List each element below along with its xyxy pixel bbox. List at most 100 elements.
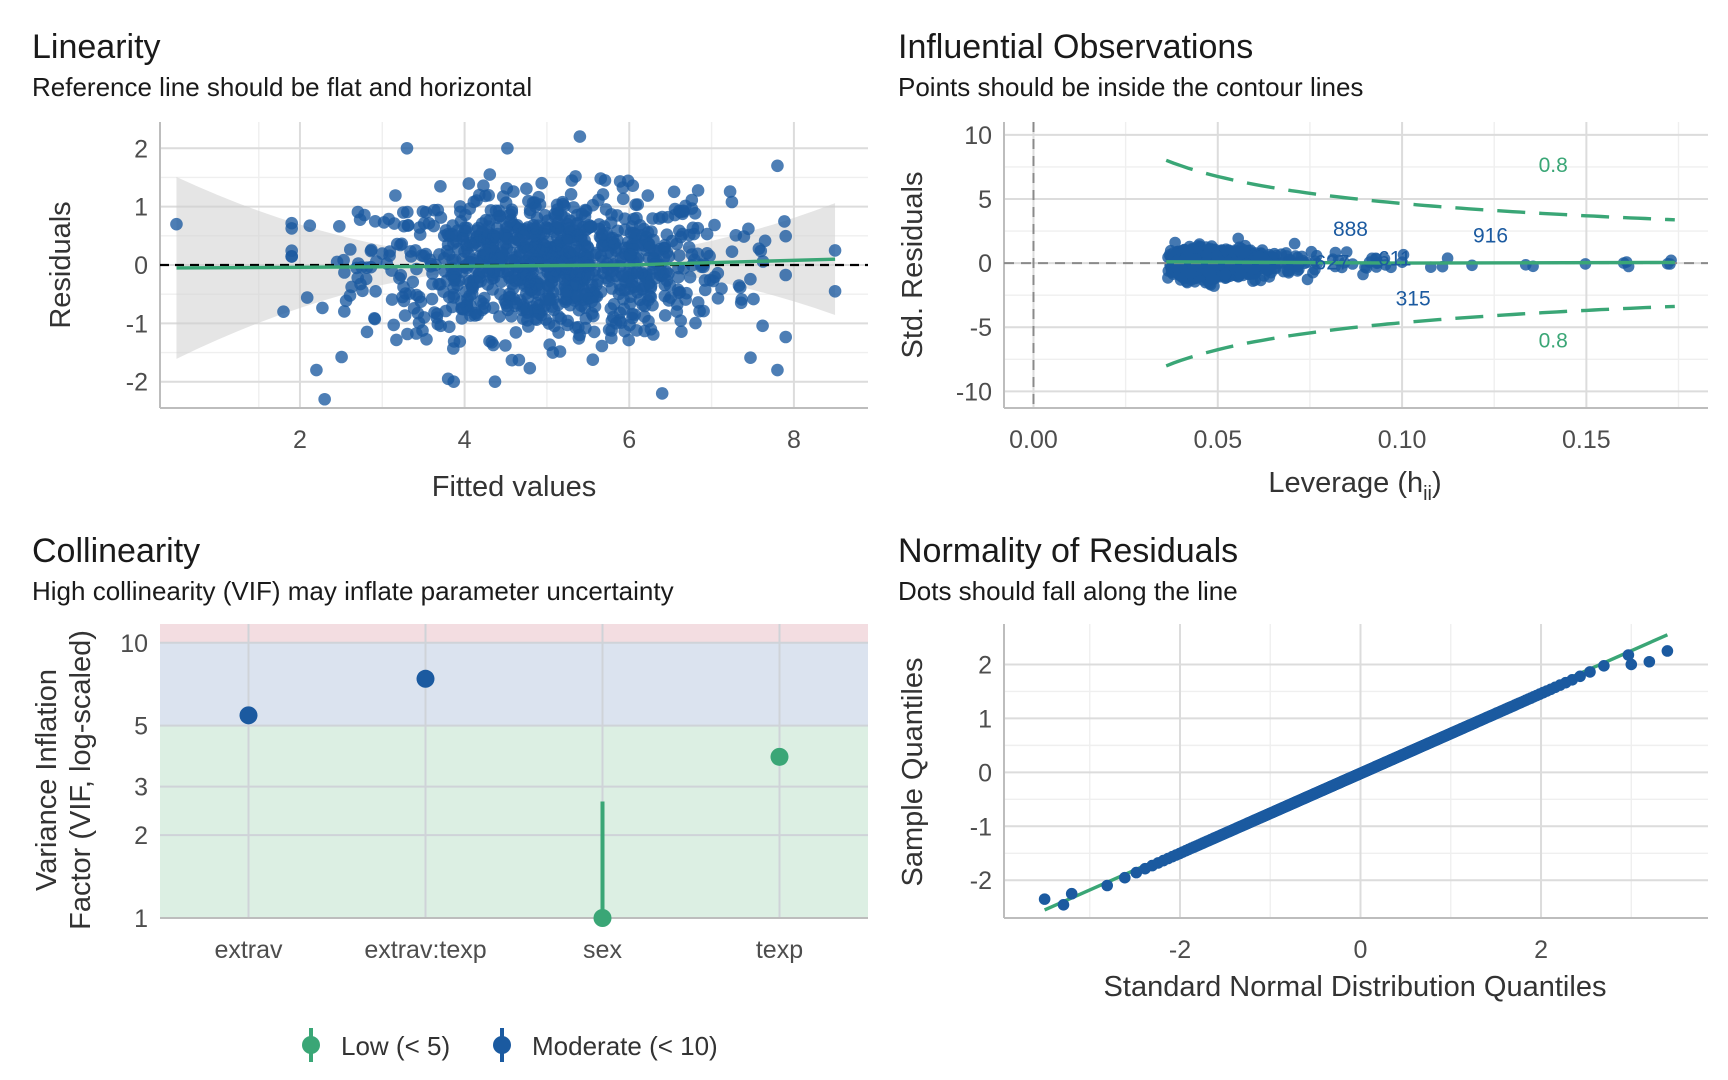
collinearity-y-label-line1: Variance Inflation (31, 669, 63, 891)
collinearity-title: Collinearity (32, 532, 200, 570)
qq-point (1057, 899, 1070, 911)
residual-point (573, 130, 587, 143)
residual-point (470, 224, 484, 237)
observation-label: 916 (1473, 225, 1508, 248)
residual-point (491, 227, 504, 241)
residual-point (447, 281, 460, 295)
residual-point (488, 375, 502, 389)
residual-point (598, 174, 612, 187)
linearity-lines (160, 257, 868, 270)
residual-point (285, 222, 299, 235)
residual-point (711, 292, 725, 305)
residual-point (387, 318, 401, 332)
residual-point (592, 193, 605, 207)
qq-point (1625, 658, 1638, 671)
normality-subtitle: Dots should fall along the line (898, 576, 1238, 606)
leverage-point (1184, 267, 1197, 280)
residual-point (561, 231, 575, 244)
residual-point (581, 240, 594, 253)
residual-point (503, 287, 516, 301)
normality-panel: Normality of Residuals Dots should fall … (897, 532, 1708, 1003)
residual-point (500, 299, 514, 313)
residual-point (505, 310, 518, 323)
residual-point (553, 345, 567, 358)
residual-point (310, 363, 323, 377)
residual-point (397, 280, 410, 294)
x-tick-label: 2 (1534, 936, 1548, 964)
leverage-point (1238, 246, 1251, 258)
residual-point (756, 319, 769, 333)
residual-point (631, 266, 644, 280)
residual-point (754, 244, 768, 258)
residual-point (351, 271, 365, 285)
residual-point (671, 283, 685, 297)
y-tick-label: 2 (978, 651, 992, 679)
residual-point (446, 219, 460, 232)
residual-point (522, 194, 535, 208)
residual-point (723, 185, 737, 198)
residual-point (679, 199, 692, 213)
residual-point (569, 170, 582, 183)
residual-point (561, 314, 574, 328)
residual-point (532, 190, 545, 204)
observation-label: 888 (1333, 218, 1368, 241)
residual-point (564, 188, 578, 201)
residual-point (509, 326, 523, 339)
residual-point (339, 294, 353, 308)
residual-point (778, 215, 791, 228)
residual-point (521, 314, 534, 327)
y-tick-label: 1 (134, 194, 148, 222)
y-tick-label: -2 (126, 369, 148, 397)
observation-label: 627 (1315, 251, 1350, 274)
residual-point (463, 202, 477, 215)
residual-point (351, 205, 365, 219)
y-tick-label: 10 (964, 122, 992, 150)
qq-point (1661, 645, 1674, 657)
vif-point (770, 747, 789, 766)
residual-point (417, 311, 431, 324)
leverage-point (1441, 252, 1454, 264)
leverage-point (1269, 262, 1282, 275)
residual-point (505, 203, 519, 216)
residual-point (616, 269, 629, 283)
y-tick-label: 10 (120, 630, 148, 658)
leverage-point (1206, 272, 1218, 285)
residual-point (462, 177, 476, 190)
residual-point (481, 265, 495, 278)
influential-x-label: Leverage (hii) (1268, 467, 1441, 505)
residual-point (520, 238, 533, 252)
residual-point (575, 299, 588, 313)
x-tick-label: texp (756, 936, 803, 964)
residual-point (434, 180, 447, 193)
leverage-point (1336, 261, 1348, 274)
normality-y-label: Sample Quantiles (897, 658, 929, 887)
x-tick-label: -2 (1169, 936, 1191, 964)
leverage-point (1329, 246, 1342, 259)
residual-point (300, 291, 314, 304)
linearity-x-label: Fitted values (432, 471, 596, 503)
y-tick-label: 2 (134, 822, 148, 850)
residual-point (771, 363, 784, 377)
residual-point (675, 325, 688, 339)
residual-point (673, 249, 686, 262)
residual-point (413, 221, 426, 234)
residual-point (698, 283, 712, 297)
leverage-point (1307, 266, 1319, 279)
residual-point (501, 142, 514, 155)
residual-point (636, 298, 649, 312)
residual-point (530, 222, 543, 236)
legend-key-dot (493, 1036, 511, 1054)
y-tick-label: 1 (134, 905, 148, 933)
residual-point (368, 215, 382, 228)
residual-point (520, 287, 533, 300)
leverage-point (1182, 245, 1194, 257)
qq-point (1643, 655, 1656, 668)
linearity-panel: Linearity Reference line should be flat … (32, 28, 868, 503)
residual-point (616, 192, 630, 206)
contour-label-lower: 0.8 (1539, 330, 1568, 353)
residual-point (484, 242, 498, 255)
qq-point (1574, 670, 1586, 683)
qq-point (1584, 666, 1596, 678)
residual-point (455, 301, 469, 315)
